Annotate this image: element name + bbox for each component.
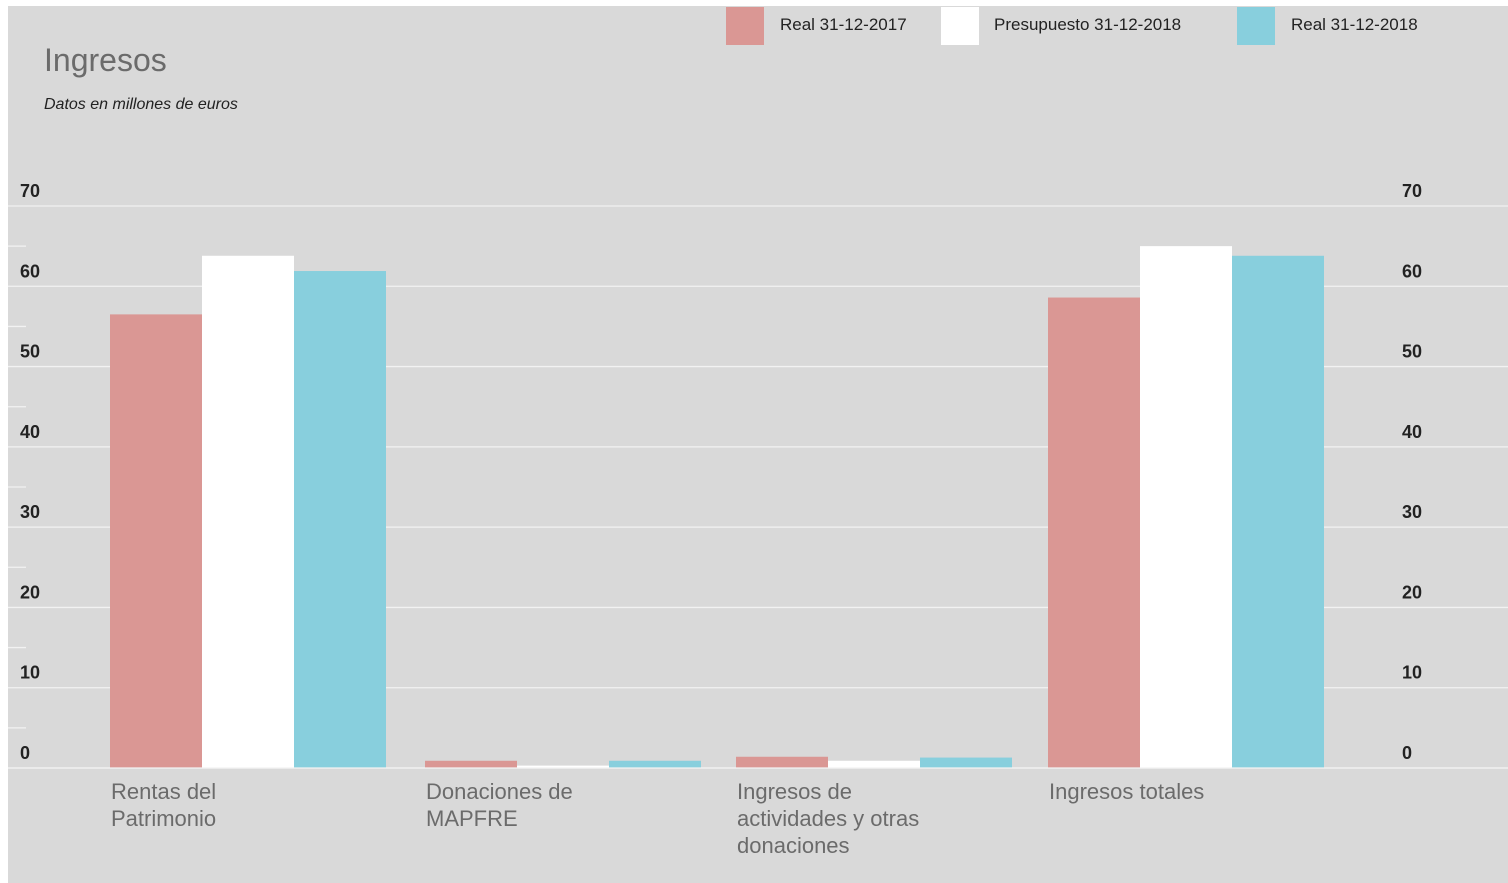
category-label-ingresos-actividades: Ingresos de actividades y otras donacion… xyxy=(737,779,920,858)
bar-series2-cat3 xyxy=(1232,255,1324,768)
y-tick-label-right-50: 50 xyxy=(1402,342,1422,362)
y-tick-label-right-60: 60 xyxy=(1402,261,1422,281)
legend-label-real-2017: Real 31-12-2017 xyxy=(780,15,907,34)
legend-swatch-real-2018 xyxy=(1237,7,1275,45)
bar-series0-cat2 xyxy=(736,756,828,768)
bar-series2-cat2 xyxy=(920,757,1012,768)
y-tick-label-left-70: 70 xyxy=(20,181,40,201)
y-tick-label-right-30: 30 xyxy=(1402,502,1422,522)
category-label-rentas: Rentas del Patrimonio xyxy=(111,779,217,831)
legend-label-presupuesto-2018: Presupuesto 31-12-2018 xyxy=(994,15,1182,34)
bar-series1-cat0 xyxy=(202,255,294,768)
y-tick-label-right-0: 0 xyxy=(1402,743,1412,763)
y-tick-label-left-20: 20 xyxy=(20,582,40,602)
bar-series2-cat1 xyxy=(609,760,701,768)
category-label-ingresos-totales: Ingresos totales xyxy=(1049,779,1205,804)
category-label-donaciones: Donaciones de MAPFRE xyxy=(426,779,573,831)
y-tick-label-right-70: 70 xyxy=(1402,181,1422,201)
chart-title: Ingresos xyxy=(44,42,167,78)
bar-series1-cat1 xyxy=(517,765,609,768)
y-tick-label-right-20: 20 xyxy=(1402,582,1422,602)
bar-series0-cat0 xyxy=(110,314,202,768)
legend-swatch-real-2017 xyxy=(726,7,764,45)
y-tick-label-left-30: 30 xyxy=(20,502,40,522)
legend-label-real-2018: Real 31-12-2018 xyxy=(1291,15,1418,34)
y-tick-label-left-10: 10 xyxy=(20,663,40,683)
y-tick-label-right-10: 10 xyxy=(1402,663,1422,683)
y-tick-label-left-60: 60 xyxy=(20,261,40,281)
y-tick-label-left-0: 0 xyxy=(20,743,30,763)
y-tick-label-right-40: 40 xyxy=(1402,422,1422,442)
bar-series2-cat0 xyxy=(294,271,386,768)
bar-series1-cat3 xyxy=(1140,246,1232,769)
chart-subtitle: Datos en millones de euros xyxy=(44,96,238,113)
bar-series0-cat1 xyxy=(425,760,517,768)
y-tick-label-left-40: 40 xyxy=(20,422,40,442)
bar-series1-cat2 xyxy=(828,760,920,768)
y-tick-label-left-50: 50 xyxy=(20,342,40,362)
bar-series0-cat3 xyxy=(1048,297,1140,768)
legend-swatch-presupuesto-2018 xyxy=(941,7,979,45)
